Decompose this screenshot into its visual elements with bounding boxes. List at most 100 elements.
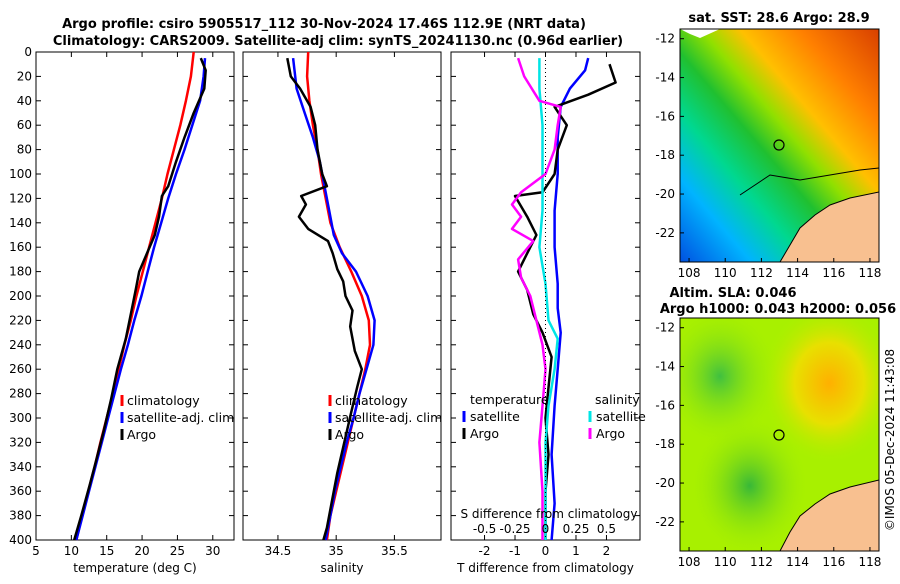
temperature-ytick-label: 320 bbox=[9, 435, 32, 449]
temperature-ytick-label: 280 bbox=[9, 387, 32, 401]
sst-map-ytick-label: -18 bbox=[655, 148, 675, 162]
sst-map-ytick-label: -20 bbox=[655, 187, 675, 201]
temperature-ytick-label: 0 bbox=[24, 45, 32, 59]
sla-land-australia bbox=[779, 479, 879, 551]
diff-s-tick-label: 0.25 bbox=[563, 522, 590, 536]
diff-s-tick-label: 0.5 bbox=[597, 522, 616, 536]
temperature-xlabel: temperature (deg C) bbox=[73, 561, 196, 575]
sla-map-ytick-label: -14 bbox=[655, 360, 675, 374]
diff-legend-label: satellite bbox=[596, 409, 646, 424]
temperature-xtick-label: 10 bbox=[64, 544, 79, 558]
temperature-legend-label: climatology bbox=[127, 393, 200, 408]
sla-argo-marker bbox=[773, 429, 785, 441]
sst-map-ytick-label: -16 bbox=[655, 109, 675, 123]
temperature-panel: 5 10 15 20 25 3002040608010012014016018020022… bbox=[9, 45, 235, 575]
temperature-xtick-label: 25 bbox=[170, 544, 185, 558]
sla-map-ytick-label: -20 bbox=[655, 476, 675, 490]
sla-map-xtick-label: 112 bbox=[750, 555, 773, 569]
differences-xlabel: T difference from climatology bbox=[456, 561, 634, 575]
diff-s-axis-label: S difference from climatology bbox=[461, 507, 638, 521]
temperature-ytick-label: 160 bbox=[9, 240, 32, 254]
sla-map-ytick-label: -18 bbox=[655, 437, 675, 451]
sla-map: Altim. SLA: 0.046 Argo h1000: 0.043 h200… bbox=[655, 286, 896, 569]
sst-map-xtick-label: 110 bbox=[714, 266, 737, 280]
salinity-xtick-label: 35.5 bbox=[381, 544, 408, 558]
salinity-panel: 34.5 35 35.5 salinity climatology satellite-a… bbox=[242, 51, 442, 575]
salinity-series-argo bbox=[286, 57, 364, 541]
temperature-xtick-label: 20 bbox=[134, 544, 149, 558]
diff-s-tick-label: -0.25 bbox=[499, 522, 530, 536]
temperature-ytick-label: 340 bbox=[9, 460, 32, 474]
sst-front-contour bbox=[739, 167, 879, 196]
sst-map-xtick-label: 114 bbox=[786, 266, 809, 280]
differences-xtick-label: -2 bbox=[479, 544, 491, 558]
temperature-ytick-label: 400 bbox=[9, 533, 32, 547]
temperature-ytick-label: 100 bbox=[9, 167, 32, 181]
sst-map-frame bbox=[679, 28, 880, 263]
temperature-ytick-label: 60 bbox=[17, 118, 32, 132]
sst-map-title: sat. SST: 28.6 Argo: 28.9 bbox=[688, 11, 869, 26]
diff-legend-label: Argo bbox=[596, 426, 625, 441]
differences-xtick-label: 0 bbox=[542, 544, 550, 558]
salinity-xtick-label: 34.5 bbox=[265, 544, 292, 558]
figure-title-line2: Climatology: CARS2009. Satellite-adj cli… bbox=[53, 34, 623, 49]
diff-s-tick-label: 0 bbox=[542, 522, 550, 536]
salinity-xlabel: salinity bbox=[320, 561, 363, 575]
sst-map-xtick-label: 108 bbox=[678, 266, 701, 280]
differences-xtick-label: -1 bbox=[509, 544, 521, 558]
watermark: ©IMOS 05-Dec-2024 11:43:08 bbox=[883, 349, 897, 531]
temperature-legend-label: Argo bbox=[127, 427, 156, 442]
difference-panel: -2 -1 0 1 2 T difference from climatology S di… bbox=[450, 51, 646, 575]
temperature-series-argo bbox=[72, 57, 207, 541]
temperature-ytick-label: 380 bbox=[9, 509, 32, 523]
temperature-legend-label: satellite-adj. clim bbox=[127, 410, 234, 425]
temperature-ytick-label: 140 bbox=[9, 216, 32, 230]
sla-map-title: Altim. SLA: 0.046 bbox=[670, 286, 797, 301]
salinity-series-satellite-adj-clim bbox=[291, 57, 376, 541]
temperature-ytick-label: 20 bbox=[17, 69, 32, 83]
temperature-ytick-label: 120 bbox=[9, 191, 32, 205]
temperature-ytick-label: 360 bbox=[9, 484, 32, 498]
temperature-xtick-label: 5 bbox=[32, 544, 40, 558]
temperature-ytick-label: 40 bbox=[17, 94, 32, 108]
diff-s-tick-label: -0.5 bbox=[473, 522, 496, 536]
temperature-xtick-label: 30 bbox=[205, 544, 220, 558]
sst-map-xtick-label: 118 bbox=[859, 266, 882, 280]
temperature-ytick-label: 80 bbox=[17, 143, 32, 157]
sst-map-ytick-label: -22 bbox=[655, 226, 675, 240]
sla-map-xtick-label: 110 bbox=[714, 555, 737, 569]
sla-map-ytick-label: -22 bbox=[655, 515, 675, 529]
sst-argo-marker bbox=[773, 139, 785, 151]
sst-map-xtick-label: 116 bbox=[822, 266, 845, 280]
sst-map-ytick-label: -12 bbox=[655, 32, 675, 46]
sla-map-axes: 108 110 112 114 116 118 -12 -14 -16 -18 -20 -22 bbox=[655, 321, 881, 569]
sst-map-axes: 108 110 112 114 116 118 -12 -14 -16 -18 -20 -22 bbox=[655, 32, 881, 280]
differences-series-t-satellite bbox=[550, 57, 590, 541]
differences-xtick-label: 1 bbox=[572, 544, 580, 558]
sla-map-ytick-label: -16 bbox=[655, 398, 675, 412]
differences-xtick-label: 2 bbox=[603, 544, 611, 558]
differences-series-s-argo bbox=[510, 57, 562, 540]
diff-legend-title-salinity: salinity bbox=[595, 392, 640, 407]
sla-map-ytick-label: -12 bbox=[655, 321, 675, 335]
sla-map-xtick-label: 114 bbox=[786, 555, 809, 569]
sla-map-xtick-label: 116 bbox=[822, 555, 845, 569]
sla-map-subtitle: Argo h1000: 0.043 h2000: 0.056 bbox=[660, 302, 896, 317]
temperature-ytick-label: 200 bbox=[9, 289, 32, 303]
diff-legend-title-temperature: temperature bbox=[470, 392, 549, 407]
sla-map-xtick-label: 118 bbox=[859, 555, 882, 569]
sst-missing-data bbox=[680, 29, 720, 38]
temperature-ytick-label: 300 bbox=[9, 411, 32, 425]
figure-title-line1: Argo profile: csiro 5905517_112 30-Nov-2… bbox=[62, 17, 586, 32]
temperature-ytick-label: 180 bbox=[9, 265, 32, 279]
temperature-ytick-label: 240 bbox=[9, 338, 32, 352]
salinity-xtick-label: 35 bbox=[329, 544, 344, 558]
sst-land-australia bbox=[779, 191, 879, 262]
sst-map: sat. SST: 28.6 Argo: 28.9 108 110 112 114 11… bbox=[655, 11, 881, 280]
diff-legend-label: satellite bbox=[470, 409, 520, 424]
temperature-xtick-label: 15 bbox=[99, 544, 114, 558]
salinity-legend-label: climatology bbox=[335, 393, 408, 408]
sla-map-frame bbox=[679, 317, 880, 552]
salinity-legend-label: satellite-adj. clim bbox=[335, 410, 442, 425]
